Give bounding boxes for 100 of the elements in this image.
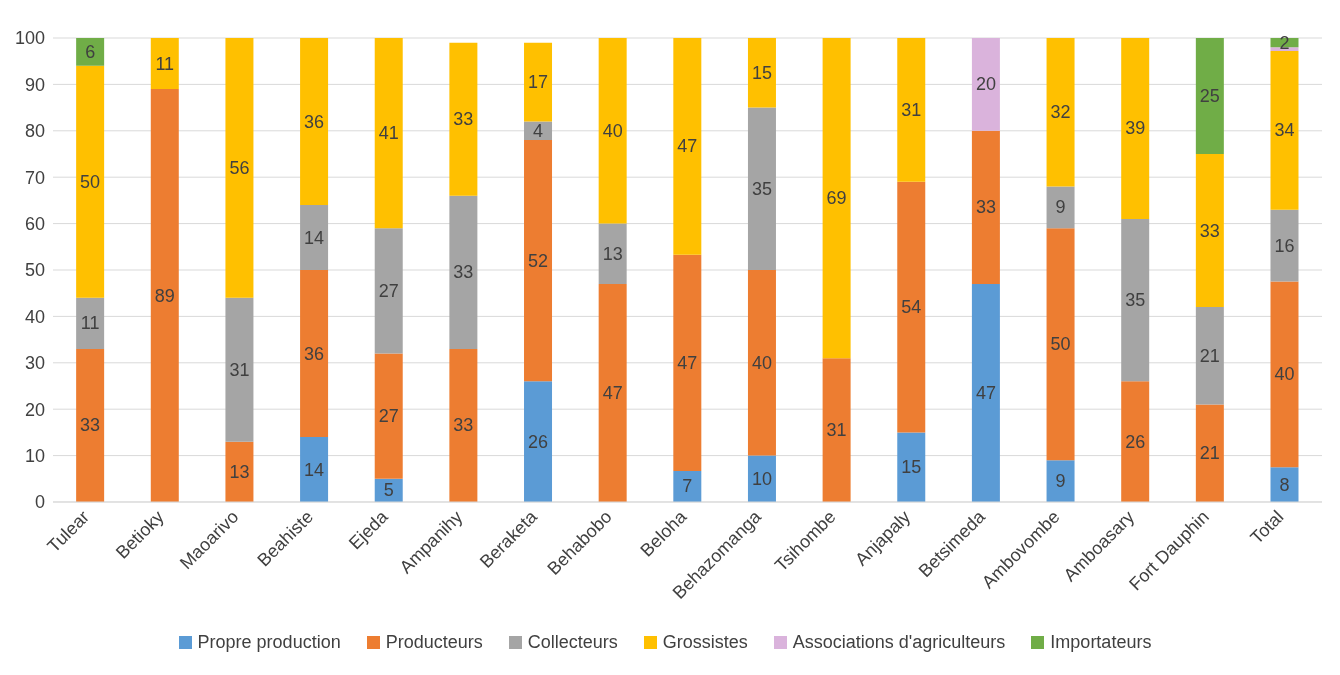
data-label: 13 xyxy=(602,243,623,264)
bar xyxy=(524,42,553,122)
bar xyxy=(449,195,478,349)
y-tick-label: 60 xyxy=(24,213,45,234)
bar xyxy=(1195,154,1224,308)
data-label: 25 xyxy=(1199,86,1220,106)
bar xyxy=(1046,460,1075,502)
bar xyxy=(598,38,627,224)
data-label: 31 xyxy=(826,420,847,441)
bar xyxy=(225,441,254,502)
data-label: 14 xyxy=(304,227,325,248)
data-label: 31 xyxy=(901,99,922,120)
data-label: 40 xyxy=(1274,364,1295,385)
bar xyxy=(971,130,1000,284)
bar xyxy=(374,228,403,354)
data-label: 33 xyxy=(1199,220,1220,241)
data-label: 17 xyxy=(528,72,549,93)
data-label: 4 xyxy=(533,120,544,141)
data-label: 31 xyxy=(229,359,250,380)
data-label: 33 xyxy=(453,415,474,436)
data-label: 33 xyxy=(453,262,474,283)
bar xyxy=(1121,381,1150,502)
data-label: 21 xyxy=(1199,443,1220,464)
data-label: 9 xyxy=(1055,197,1066,218)
data-label: 14 xyxy=(304,459,325,480)
bar xyxy=(1046,38,1075,187)
data-label: 56 xyxy=(229,157,250,178)
data-label: 35 xyxy=(751,178,772,199)
data-label: 47 xyxy=(975,382,996,403)
data-label: 21 xyxy=(1199,345,1220,366)
data-label: 41 xyxy=(378,123,399,144)
bar xyxy=(1270,50,1299,210)
bar xyxy=(673,254,702,471)
data-label: 20 xyxy=(975,74,996,95)
legend-label: Collecteurs xyxy=(526,632,618,653)
data-label: 33 xyxy=(80,415,101,436)
bar xyxy=(225,297,254,442)
bar xyxy=(971,38,1000,131)
data-label: 33 xyxy=(975,197,996,218)
bar xyxy=(897,181,926,433)
data-label: 33 xyxy=(453,109,474,130)
data-label: 9 xyxy=(1055,471,1066,492)
y-tick-label: 20 xyxy=(24,399,45,420)
bar xyxy=(225,38,254,298)
data-label: 13 xyxy=(229,461,250,482)
bar xyxy=(449,348,478,502)
bar xyxy=(300,205,329,270)
data-label: 39 xyxy=(1125,118,1146,139)
legend-label: Importateurs xyxy=(1049,632,1152,653)
bar xyxy=(1195,404,1224,502)
data-label: 35 xyxy=(1125,290,1146,311)
bar xyxy=(1121,218,1150,382)
data-label: 5 xyxy=(383,480,394,501)
bar xyxy=(897,38,926,182)
bar xyxy=(76,65,105,298)
data-label: 27 xyxy=(378,280,399,301)
y-tick-label: 90 xyxy=(24,74,45,95)
data-label: 47 xyxy=(677,352,698,373)
data-label: 36 xyxy=(304,111,325,132)
bar xyxy=(747,270,776,456)
bar xyxy=(673,470,702,502)
bar xyxy=(1121,38,1150,219)
data-label: 50 xyxy=(1050,334,1071,355)
bar xyxy=(1046,186,1075,229)
legend-label: Propre production xyxy=(196,632,341,653)
bar xyxy=(524,381,553,502)
data-label: 40 xyxy=(602,120,623,141)
y-tick-label: 0 xyxy=(34,492,45,513)
bar xyxy=(673,38,702,255)
bar xyxy=(76,297,105,349)
bar xyxy=(300,437,329,502)
data-label: 69 xyxy=(826,188,847,209)
y-tick-label: 50 xyxy=(24,260,45,281)
bar xyxy=(300,270,329,438)
legend-label: Associations d'agriculteurs xyxy=(791,632,1006,653)
data-label: 47 xyxy=(602,382,623,403)
data-label: 26 xyxy=(1125,431,1146,452)
bar xyxy=(374,353,403,479)
bar xyxy=(1195,38,1224,154)
data-label: 50 xyxy=(80,171,101,192)
bar xyxy=(598,223,627,284)
data-label: 11 xyxy=(80,313,100,334)
data-label: 16 xyxy=(1274,235,1295,256)
bar xyxy=(822,38,851,359)
data-label: 15 xyxy=(901,457,922,478)
y-tick-label: 80 xyxy=(24,121,45,142)
data-label: 11 xyxy=(155,53,175,74)
y-tick-label: 100 xyxy=(14,28,45,49)
bar xyxy=(598,283,627,502)
data-label: 15 xyxy=(751,62,772,83)
bar xyxy=(822,358,851,502)
bar xyxy=(300,38,329,206)
bar xyxy=(971,283,1000,502)
data-label: 6 xyxy=(85,41,96,62)
y-tick-label: 10 xyxy=(24,445,45,466)
data-label: 7 xyxy=(682,476,693,497)
bar xyxy=(1195,307,1224,405)
data-label: 36 xyxy=(304,343,325,364)
data-label: 26 xyxy=(528,431,549,452)
data-label: 34 xyxy=(1274,120,1295,141)
